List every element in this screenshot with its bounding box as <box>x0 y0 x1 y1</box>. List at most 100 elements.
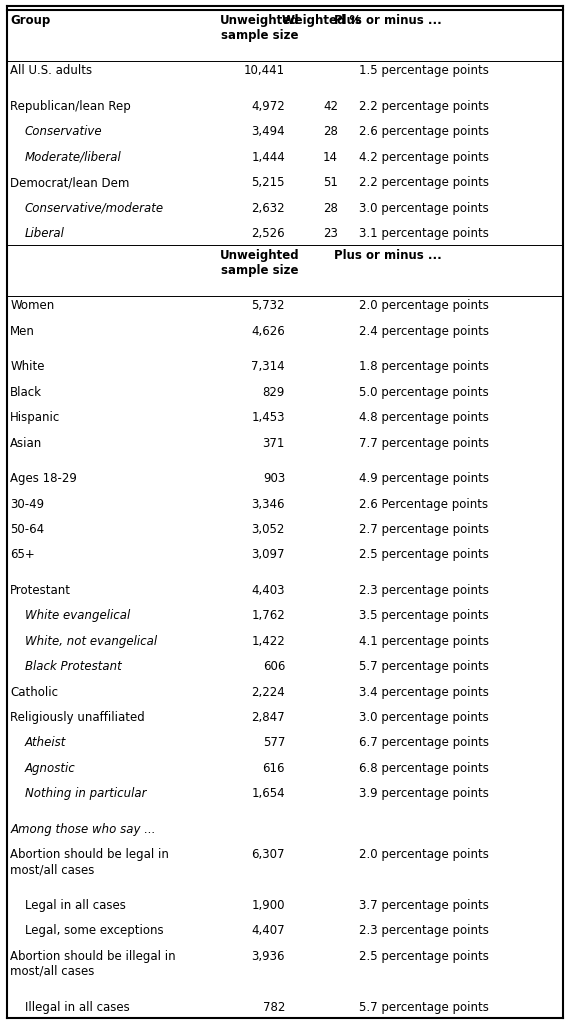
Text: 4,972: 4,972 <box>251 100 285 113</box>
Text: 3,052: 3,052 <box>251 523 285 536</box>
Text: 1.5 percentage points: 1.5 percentage points <box>359 65 489 78</box>
Text: Among those who say ...: Among those who say ... <box>10 823 156 836</box>
Text: 2.5 percentage points: 2.5 percentage points <box>359 549 489 561</box>
Text: Atheist: Atheist <box>25 736 66 750</box>
Text: 28: 28 <box>323 125 338 138</box>
Text: Abortion should be legal in
most/all cases: Abortion should be legal in most/all cas… <box>10 848 169 877</box>
Text: 6.7 percentage points: 6.7 percentage points <box>359 736 489 750</box>
Text: 50-64: 50-64 <box>10 523 44 536</box>
Text: 10,441: 10,441 <box>244 65 285 78</box>
Text: Unweighted
sample size: Unweighted sample size <box>219 249 299 278</box>
Text: Protestant: Protestant <box>10 584 71 597</box>
Text: 371: 371 <box>263 436 285 450</box>
Text: 4,407: 4,407 <box>251 925 285 937</box>
Text: 2,632: 2,632 <box>251 202 285 215</box>
Text: 23: 23 <box>323 227 338 240</box>
Text: Abortion should be illegal in
most/all cases: Abortion should be illegal in most/all c… <box>10 950 176 978</box>
Text: 2.6 Percentage points: 2.6 Percentage points <box>359 498 488 511</box>
Text: Weighted %: Weighted % <box>282 14 362 28</box>
Text: 4.1 percentage points: 4.1 percentage points <box>359 635 489 648</box>
Text: 28: 28 <box>323 202 338 215</box>
Text: Agnostic: Agnostic <box>25 762 75 775</box>
Text: Unweighted
sample size: Unweighted sample size <box>219 14 299 42</box>
Text: 3.4 percentage points: 3.4 percentage points <box>359 686 489 698</box>
Text: 51: 51 <box>323 176 338 189</box>
Text: 3,936: 3,936 <box>251 950 285 963</box>
Text: 1.8 percentage points: 1.8 percentage points <box>359 360 489 374</box>
Text: 3.7 percentage points: 3.7 percentage points <box>359 899 489 912</box>
Text: 829: 829 <box>263 386 285 398</box>
Text: 3.5 percentage points: 3.5 percentage points <box>359 609 489 623</box>
Text: 42: 42 <box>323 100 338 113</box>
Text: 3.1 percentage points: 3.1 percentage points <box>359 227 489 240</box>
Text: White: White <box>10 360 45 374</box>
Text: 2.2 percentage points: 2.2 percentage points <box>359 176 489 189</box>
Text: 6.8 percentage points: 6.8 percentage points <box>359 762 489 775</box>
Text: 2.3 percentage points: 2.3 percentage points <box>359 925 489 937</box>
Text: Ages 18-29: Ages 18-29 <box>10 472 77 485</box>
Text: Republican/lean Rep: Republican/lean Rep <box>10 100 131 113</box>
Text: Hispanic: Hispanic <box>10 412 60 424</box>
Text: Nothing in particular: Nothing in particular <box>25 787 146 800</box>
Text: 2.5 percentage points: 2.5 percentage points <box>359 950 489 963</box>
Text: 5,732: 5,732 <box>251 299 285 312</box>
Text: Democrat/lean Dem: Democrat/lean Dem <box>10 176 129 189</box>
Text: 4.9 percentage points: 4.9 percentage points <box>359 472 489 485</box>
Text: Black: Black <box>10 386 42 398</box>
Text: 4.8 percentage points: 4.8 percentage points <box>359 412 489 424</box>
Text: Black Protestant: Black Protestant <box>25 660 121 673</box>
Text: 782: 782 <box>263 1000 285 1014</box>
Text: 1,900: 1,900 <box>251 899 285 912</box>
Text: Conservative/moderate: Conservative/moderate <box>25 202 164 215</box>
Text: 1,422: 1,422 <box>251 635 285 648</box>
Text: 30-49: 30-49 <box>10 498 44 511</box>
Text: Religiously unaffiliated: Religiously unaffiliated <box>10 711 145 724</box>
Text: 5.7 percentage points: 5.7 percentage points <box>359 660 489 673</box>
Text: 2.4 percentage points: 2.4 percentage points <box>359 325 489 338</box>
Text: 606: 606 <box>263 660 285 673</box>
Text: 577: 577 <box>263 736 285 750</box>
Text: 3.0 percentage points: 3.0 percentage points <box>359 202 489 215</box>
Text: 5.7 percentage points: 5.7 percentage points <box>359 1000 489 1014</box>
Text: Legal, some exceptions: Legal, some exceptions <box>25 925 163 937</box>
Text: Illegal in all cases: Illegal in all cases <box>25 1000 129 1014</box>
Text: 2,224: 2,224 <box>251 686 285 698</box>
Text: 2.7 percentage points: 2.7 percentage points <box>359 523 489 536</box>
Text: Moderate/liberal: Moderate/liberal <box>25 151 121 164</box>
Text: Liberal: Liberal <box>25 227 64 240</box>
Text: Plus or minus ...: Plus or minus ... <box>333 249 442 262</box>
Text: 3,494: 3,494 <box>251 125 285 138</box>
Text: 3,346: 3,346 <box>251 498 285 511</box>
Text: 2.0 percentage points: 2.0 percentage points <box>359 299 489 312</box>
Text: 5.0 percentage points: 5.0 percentage points <box>359 386 489 398</box>
Text: White evangelical: White evangelical <box>25 609 130 623</box>
Text: White, not evangelical: White, not evangelical <box>25 635 157 648</box>
Text: 2.3 percentage points: 2.3 percentage points <box>359 584 489 597</box>
Text: 1,444: 1,444 <box>251 151 285 164</box>
Text: Plus or minus ...: Plus or minus ... <box>333 14 442 28</box>
Text: 903: 903 <box>263 472 285 485</box>
Text: 6,307: 6,307 <box>251 848 285 861</box>
Text: 2.6 percentage points: 2.6 percentage points <box>359 125 489 138</box>
Text: 3,097: 3,097 <box>251 549 285 561</box>
Text: 4,626: 4,626 <box>251 325 285 338</box>
Text: 3.9 percentage points: 3.9 percentage points <box>359 787 489 800</box>
Text: 1,762: 1,762 <box>251 609 285 623</box>
Text: All U.S. adults: All U.S. adults <box>10 65 92 78</box>
Text: 5,215: 5,215 <box>251 176 285 189</box>
Text: 4,403: 4,403 <box>251 584 285 597</box>
Text: 14: 14 <box>323 151 338 164</box>
Text: Women: Women <box>10 299 55 312</box>
Text: Legal in all cases: Legal in all cases <box>25 899 125 912</box>
Text: 1,453: 1,453 <box>251 412 285 424</box>
Text: Catholic: Catholic <box>10 686 58 698</box>
Text: Group: Group <box>10 14 51 28</box>
Text: Men: Men <box>10 325 35 338</box>
Text: Asian: Asian <box>10 436 43 450</box>
Text: Conservative: Conservative <box>25 125 102 138</box>
Text: 1,654: 1,654 <box>251 787 285 800</box>
Text: 2,526: 2,526 <box>251 227 285 240</box>
Text: 2,847: 2,847 <box>251 711 285 724</box>
Text: 4.2 percentage points: 4.2 percentage points <box>359 151 489 164</box>
Text: 7.7 percentage points: 7.7 percentage points <box>359 436 489 450</box>
